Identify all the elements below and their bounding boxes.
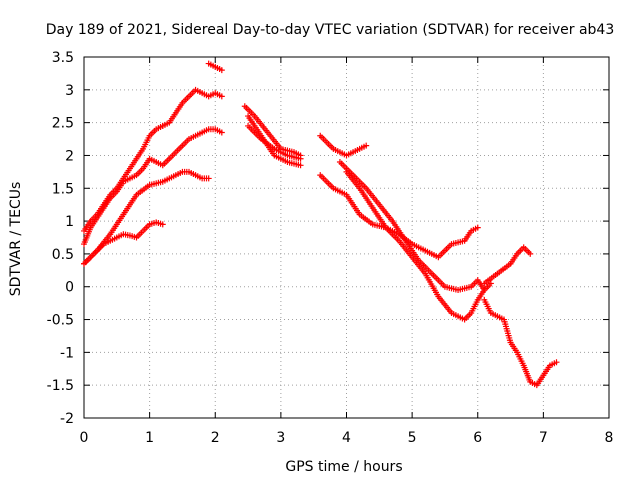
- y-tick-label: 1.5: [52, 181, 74, 197]
- data-point: [218, 129, 225, 136]
- series-arc-6: [81, 219, 166, 267]
- data-point: [297, 162, 304, 169]
- data-point: [218, 67, 225, 74]
- series-arc-3: [205, 60, 225, 74]
- data-point: [527, 250, 534, 257]
- data-point: [487, 280, 494, 287]
- series-arc-9: [245, 122, 304, 162]
- series-arc-7: [241, 103, 304, 159]
- series-arc-1: [81, 122, 166, 234]
- x-tick-label: 5: [408, 430, 417, 446]
- series-arc-15: [481, 296, 560, 389]
- y-tick-label: -1.5: [47, 378, 74, 394]
- x-tick-label: 1: [145, 430, 154, 446]
- x-tick-label: 4: [342, 430, 351, 446]
- y-tick-label: -0.5: [47, 313, 74, 329]
- y-tick-label: 3: [65, 83, 74, 99]
- y-tick-label: 0.5: [52, 247, 74, 263]
- data-marks: [81, 60, 560, 389]
- data-point: [474, 224, 481, 231]
- y-tick-label: 2.5: [52, 116, 74, 132]
- x-tick-label: 3: [276, 430, 285, 446]
- grid-lines: [84, 57, 609, 418]
- data-point: [297, 155, 304, 162]
- series-arc-13: [343, 168, 488, 323]
- data-point: [553, 359, 560, 366]
- x-tick-label: 8: [605, 430, 614, 446]
- data-point: [205, 175, 212, 182]
- chart-title: Day 189 of 2021, Sidereal Day-to-day VTE…: [46, 22, 615, 38]
- data-point: [363, 142, 370, 149]
- series-arc-4: [81, 126, 225, 248]
- x-axis-label: GPS time / hours: [285, 459, 402, 475]
- y-tick-label: 3.5: [52, 50, 74, 66]
- x-tick-label: 7: [539, 430, 548, 446]
- y-tick-label: 2: [65, 148, 74, 164]
- y-tick-label: 0: [65, 280, 74, 296]
- y-tick-label: -2: [60, 411, 74, 427]
- series-arc-5: [81, 168, 212, 267]
- x-tick-label: 0: [80, 430, 89, 446]
- y-tick-label: 1: [65, 214, 74, 230]
- x-tick-label: 6: [473, 430, 482, 446]
- x-tick-label: 2: [211, 430, 220, 446]
- series-arc-2: [159, 86, 225, 129]
- y-tick-labels: -2 -1.5 -1 -0.5 0 0.5 1 1.5 2 2.5 3 3.5: [47, 50, 74, 427]
- series-arc-12: [336, 159, 494, 294]
- data-point: [481, 287, 488, 294]
- data-point: [159, 221, 166, 228]
- y-axis-label: SDTVAR / TECUs: [8, 182, 24, 297]
- series-arc-11: [317, 172, 481, 261]
- data-point: [218, 93, 225, 100]
- series-arc-8: [245, 113, 304, 169]
- series-arc-14: [481, 244, 534, 287]
- x-tick-labels: 0 1 2 3 4 5 6 7 8: [80, 430, 614, 446]
- series-arc-10: [317, 132, 370, 159]
- y-tick-label: -1: [60, 345, 74, 361]
